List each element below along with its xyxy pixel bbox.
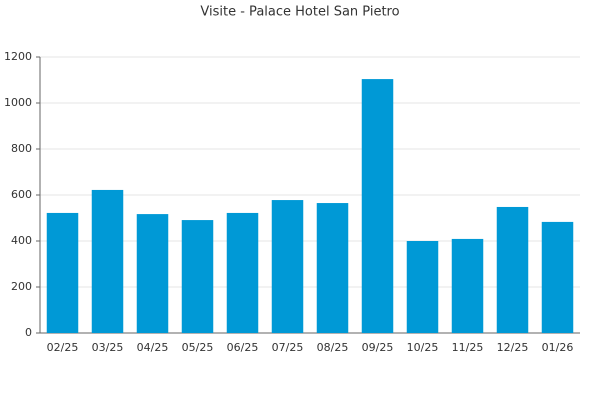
- bar: [181, 220, 214, 333]
- x-tick-label: 04/25: [137, 341, 169, 354]
- bar: [136, 214, 169, 333]
- bar: [541, 221, 574, 333]
- bar: [361, 79, 394, 333]
- y-tick-label: 400: [11, 234, 32, 247]
- x-tick-label: 07/25: [272, 341, 304, 354]
- bar: [271, 200, 304, 333]
- x-tick-label: 11/25: [452, 341, 484, 354]
- x-tick-label: 06/25: [227, 341, 259, 354]
- y-tick-label: 1200: [4, 50, 32, 63]
- y-tick-label: 0: [25, 326, 32, 339]
- y-tick-label: 800: [11, 142, 32, 155]
- x-tick-label: 05/25: [182, 341, 214, 354]
- bar: [406, 241, 439, 333]
- x-tick-label: 10/25: [407, 341, 439, 354]
- x-tick-label: 01/26: [542, 341, 574, 354]
- y-tick-label: 600: [11, 188, 32, 201]
- bar: [226, 212, 259, 333]
- bar: [46, 212, 79, 333]
- bar: [91, 189, 124, 333]
- x-tick-label: 12/25: [497, 341, 529, 354]
- chart-title: Visite - Palace Hotel San Pietro: [200, 5, 399, 20]
- y-tick-label: 200: [11, 280, 32, 293]
- bar: [451, 238, 484, 333]
- x-tick-label: 09/25: [362, 341, 394, 354]
- y-tick-label: 1000: [4, 96, 32, 109]
- x-tick-label: 02/25: [47, 341, 79, 354]
- bar: [316, 203, 349, 333]
- bar: [496, 206, 529, 333]
- x-tick-label: 03/25: [92, 341, 124, 354]
- x-tick-label: 08/25: [317, 341, 349, 354]
